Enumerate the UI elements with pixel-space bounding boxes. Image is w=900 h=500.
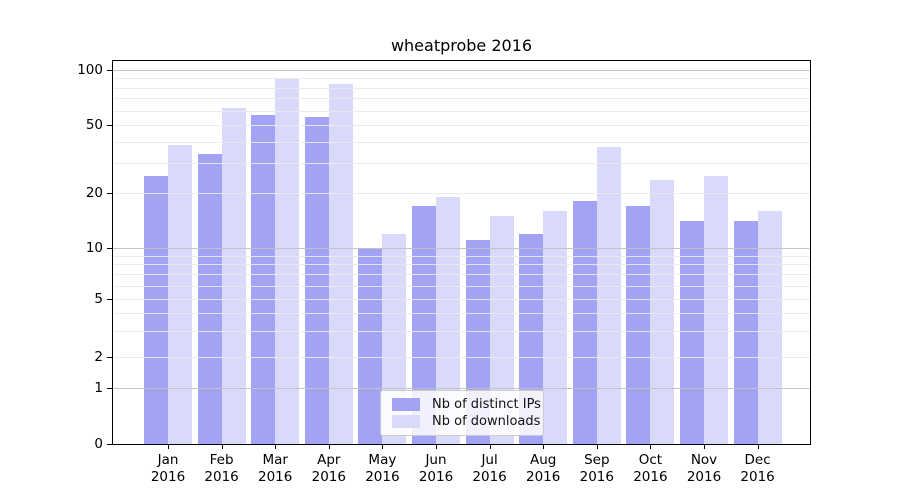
bar-dec-distinct-ips <box>733 221 758 444</box>
x-tick-label-feb: Feb 2016 <box>204 452 239 485</box>
x-tick-jan <box>168 445 169 449</box>
y-tick-2 <box>107 357 112 358</box>
bar-mar-distinct-ips <box>251 114 276 444</box>
gridline-60 <box>113 110 810 112</box>
gridline-30 <box>113 162 810 164</box>
bar-sep-downloads <box>596 147 621 444</box>
x-tick-may <box>382 445 384 449</box>
gridline-5 <box>113 299 810 300</box>
x-tick-label-may: May 2016 <box>365 452 400 485</box>
x-tick-mar <box>275 445 277 449</box>
y-tick-10 <box>107 248 112 249</box>
gridline-50 <box>113 125 810 126</box>
x-tick-dec <box>757 445 759 449</box>
x-tick-apr <box>328 445 330 449</box>
gridline-4 <box>113 313 810 315</box>
bar-feb-distinct-ips <box>197 153 222 444</box>
gridline-10 <box>113 248 810 249</box>
x-tick-label-dec: Dec 2016 <box>740 452 775 485</box>
bar-nov-downloads <box>704 176 728 444</box>
bar-apr-downloads <box>328 83 353 444</box>
x-tick-label-jul: Jul 2016 <box>472 452 507 485</box>
x-tick-label-nov: Nov 2016 <box>686 452 722 485</box>
x-tick-label-aug: Aug 2016 <box>526 452 561 485</box>
x-tick-feb <box>221 445 223 449</box>
gridline-100 <box>113 70 810 71</box>
gridline-8 <box>113 264 810 266</box>
gridline-90 <box>113 78 810 80</box>
x-tick-label-mar: Mar 2016 <box>258 452 293 485</box>
x-tick-label-jan: Jan 2016 <box>150 452 186 485</box>
x-tick-jun <box>436 445 437 449</box>
y-tick-1 <box>107 388 112 389</box>
bar-sep-distinct-ips <box>572 201 597 444</box>
gridline-2 <box>113 357 810 358</box>
bar-dec-downloads <box>757 210 782 444</box>
gridline-70 <box>113 98 810 100</box>
bar-mar-downloads <box>275 79 300 444</box>
x-tick-label-sep: Sep 2016 <box>579 452 614 485</box>
legend-swatch-icon <box>392 415 420 428</box>
bar-nov-distinct-ips <box>680 221 704 444</box>
gridline-20 <box>113 193 810 194</box>
bar-feb-downloads <box>221 107 246 444</box>
y-tick-label-2: 2 <box>94 349 103 365</box>
x-tick-nov <box>704 445 705 449</box>
gridline-7 <box>113 274 810 276</box>
x-tick-label-oct: Oct 2016 <box>633 452 668 485</box>
x-tick-sep <box>596 445 598 449</box>
gridline-80 <box>113 87 810 89</box>
bar-jan-distinct-ips <box>144 176 168 444</box>
gridline-6 <box>113 285 810 287</box>
y-tick-50 <box>107 125 112 126</box>
y-tick-label-20: 20 <box>85 185 103 201</box>
gridlines-layer <box>113 61 810 444</box>
gridline-40 <box>113 141 810 143</box>
x-tick-label-apr: Apr 2016 <box>311 452 346 485</box>
bar-aug-downloads <box>543 210 568 444</box>
bar-oct-downloads <box>650 179 675 444</box>
y-tick-label-0: 0 <box>94 436 103 452</box>
y-tick-0 <box>107 444 112 445</box>
legend-item-label: Nb of distinct IPs <box>432 397 541 412</box>
bar-apr-distinct-ips <box>304 117 329 444</box>
x-tick-jul <box>489 445 491 449</box>
y-tick-label-10: 10 <box>85 240 103 256</box>
legend-item-label: Nb of downloads <box>432 414 541 429</box>
legend-item-distinct-ips: Nb of distinct IPs <box>392 397 543 412</box>
bar-oct-distinct-ips <box>626 205 651 444</box>
gridline-9 <box>113 255 810 257</box>
y-tick-label-50: 50 <box>85 117 103 133</box>
gridline-1 <box>113 388 810 389</box>
y-tick-20 <box>107 193 112 194</box>
x-tick-oct <box>650 445 652 449</box>
bar-jan-downloads <box>168 145 192 444</box>
legend: Nb of distinct IPs Nb of downloads <box>380 390 544 436</box>
y-tick-5 <box>107 299 112 300</box>
gridline-3 <box>113 331 810 333</box>
x-tick-aug <box>543 445 545 449</box>
legend-item-downloads: Nb of downloads <box>392 414 543 429</box>
y-tick-label-1: 1 <box>94 380 103 396</box>
bar-may-distinct-ips <box>358 248 383 444</box>
y-tick-100 <box>107 70 112 71</box>
legend-swatch-icon <box>392 398 420 411</box>
y-tick-label-100: 100 <box>77 62 103 78</box>
x-tick-label-jun: Jun 2016 <box>418 452 454 485</box>
y-tick-label-5: 5 <box>94 291 103 307</box>
chart-title: wheatprobe 2016 <box>390 36 533 55</box>
